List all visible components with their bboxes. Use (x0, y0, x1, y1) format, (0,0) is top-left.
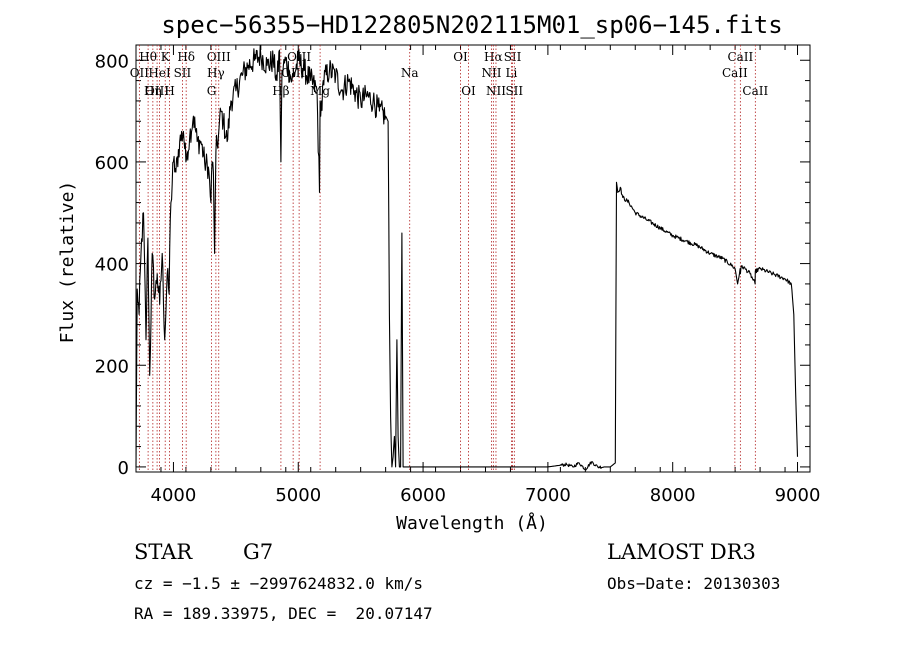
sky-coordinates: RA = 189.33975, DEC = 20.07147 (134, 604, 433, 623)
spectral-line-label: NII (481, 66, 501, 80)
spectral-line-label: Hθ (139, 50, 157, 64)
x-tick-label: 9000 (775, 485, 821, 506)
x-axis-label: Wavelength (Å) (396, 512, 548, 534)
spectral-line-label: Mg (310, 84, 330, 98)
spectral-line-label: SII (505, 84, 523, 98)
x-tick-label: 7000 (525, 485, 571, 506)
spectral-line-label: Hβ (272, 84, 289, 98)
plot-frame (135, 44, 811, 473)
y-tick-label: 200 (95, 356, 129, 377)
spectral-line-label: G (207, 84, 217, 98)
spectral-line-label: Hδ (177, 50, 195, 64)
spectral-line-label: OIII (207, 50, 231, 64)
spectral-line-label: Li (506, 66, 518, 80)
y-tick-label: 600 (95, 153, 129, 174)
spectral-line-label: HeI (148, 66, 171, 80)
spectral-line-label: SII (174, 66, 192, 80)
observation-date: Obs−Date: 20130303 (607, 574, 781, 593)
spectral-line-label: H (164, 84, 174, 98)
x-tick-label: 4000 (151, 485, 197, 506)
spectral-line-label: CaII (722, 66, 748, 80)
x-tick-label: 8000 (650, 485, 696, 506)
survey-name: LAMOST DR3 (607, 540, 756, 564)
y-axis-label: Flux (relative) (57, 181, 78, 344)
spectral-line-label: OIII (145, 84, 169, 98)
spectral-line-label: OII (130, 66, 150, 80)
plot-area: 4000 5000 6000 7000 8000 9000 0 200 400 600 800 Hθ O… (95, 44, 821, 506)
spectral-line-label: CaII (727, 50, 753, 64)
redshift-velocity: cz = −1.5 ± −2997624832.0 km/s (134, 574, 423, 593)
x-tick-label: 5000 (275, 485, 321, 506)
object-class: STAR (134, 540, 193, 564)
spectral-line-label: Hη (144, 84, 162, 98)
spectral-line-label: NII (486, 84, 506, 98)
spectral-line-label: Hα (484, 50, 503, 64)
spectral-line-label: SII (504, 50, 522, 64)
spectral-line-label: K (161, 50, 171, 64)
spectral-line-label: OI (461, 84, 476, 98)
y-tick-label: 0 (118, 458, 129, 479)
y-tick-label: 800 (95, 51, 129, 72)
object-subclass: G7 (243, 540, 274, 564)
spectral-line-label: Na (401, 66, 419, 80)
chart-title: spec−56355−HD122805N202115M01_sp06−145.f… (161, 11, 782, 39)
spectral-line-label: OI (453, 50, 468, 64)
y-tick-label: 400 (95, 255, 129, 276)
spectral-line-label: Hγ (207, 66, 225, 80)
spectral-line-label: CaII (742, 84, 768, 98)
flux-spectrum-line (135, 45, 799, 471)
x-tick-label: 6000 (400, 485, 446, 506)
